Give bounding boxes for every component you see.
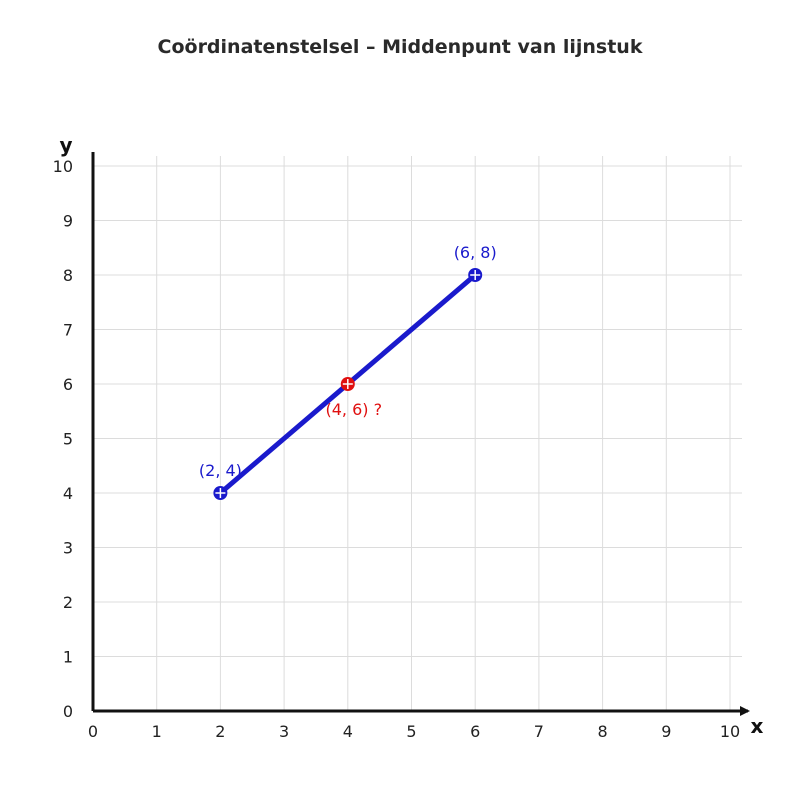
x-tick-label: 2 [215,722,225,741]
y-tick-label: 6 [63,375,73,394]
x-tick-label: 5 [406,722,416,741]
y-tick-label: 4 [63,484,73,503]
data-layer: (2, 4) (6, 8) (4, 6) ? [199,243,497,500]
x-tick-label: 6 [470,722,480,741]
grid [93,156,742,711]
y-tick-label: 5 [63,430,73,449]
x-tick-label: 9 [661,722,671,741]
y-tick-label: 1 [63,648,73,667]
x-tick-label: 4 [343,722,353,741]
x-tick-label: 1 [152,722,162,741]
axes: xy [59,133,763,738]
y-tick-label: 2 [63,593,73,612]
y-tick-label: 0 [63,702,73,721]
x-tick-label: 8 [598,722,608,741]
x-axis-label: x [751,714,764,738]
x-tick-label: 10 [720,722,740,741]
y-tick-label: 10 [53,157,73,176]
point-label: (4, 6) ? [326,400,383,419]
x-tick-label: 7 [534,722,544,741]
x-tick-label: 3 [279,722,289,741]
y-tick-label: 9 [63,212,73,231]
x-tick-label: 0 [88,722,98,741]
y-axis-label: y [59,133,72,157]
y-tick-label: 7 [63,321,73,340]
chart-title: Coördinatenstelsel – Middenpunt van lijn… [157,36,643,58]
y-tick-label: 8 [63,266,73,285]
point-label: (2, 4) [199,461,242,480]
y-tick-label: 3 [63,539,73,558]
point-label: (6, 8) [454,243,497,262]
tick-labels: 0 1 2 3 4 5 6 7 8 9 10 0 1 2 3 4 5 6 7 8 9 10 [53,157,741,741]
